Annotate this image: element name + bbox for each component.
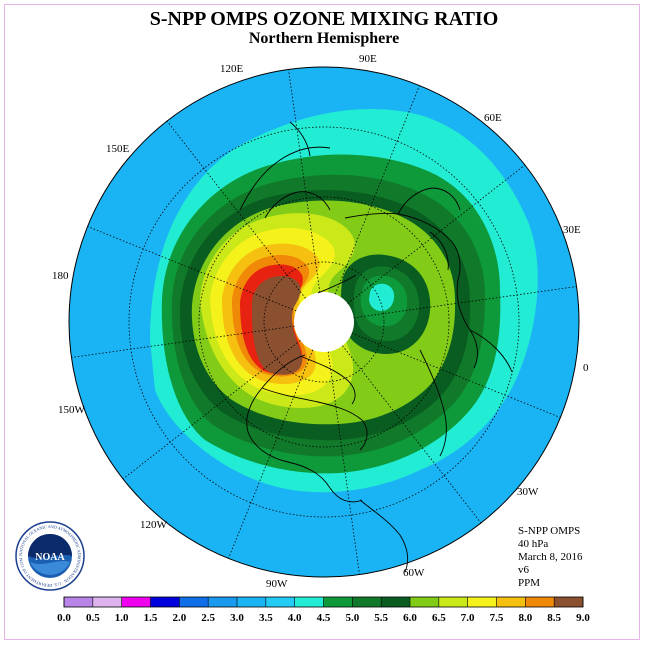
lon-label-150e: 150E bbox=[106, 143, 130, 155]
info-instrument: S-NPP OMPS bbox=[518, 525, 581, 537]
colorbar-swatch bbox=[265, 597, 295, 607]
info-block: S-NPP OMPS 40 hPa March 8, 2016 v6 PPM bbox=[518, 525, 582, 590]
meridian-line bbox=[327, 351, 360, 575]
lon-label-120e: 120E bbox=[220, 63, 244, 75]
noaa-logo: NOAA NATIONAL OCEANIC AND ATMOSPHERIC AD… bbox=[15, 521, 85, 591]
lon-label-0: 0 bbox=[583, 362, 589, 374]
colorbar-swatch bbox=[467, 597, 497, 607]
colorbar-swatch bbox=[352, 597, 382, 607]
lon-label-60e: 60E bbox=[484, 112, 502, 124]
meridian-line bbox=[347, 164, 526, 304]
colorbar-swatch bbox=[64, 597, 93, 607]
colorbar-swatch bbox=[208, 597, 237, 607]
colorbar-tick-label: 4.5 bbox=[317, 612, 331, 624]
meridian-line bbox=[71, 325, 295, 358]
colorbar-swatch bbox=[179, 597, 209, 607]
colorbar-tick-label: 2.0 bbox=[172, 612, 186, 624]
lon-label-90w: 90W bbox=[266, 578, 288, 590]
colorbar-tick-label: 6.0 bbox=[403, 612, 417, 624]
colorbar-tick-label: 1.0 bbox=[115, 612, 129, 624]
info-units: PPM bbox=[518, 577, 541, 589]
colorbar-tick-label: 8.5 bbox=[547, 612, 561, 624]
colorbar-swatch bbox=[496, 597, 526, 607]
colorbar-tick-label: 1.5 bbox=[144, 612, 158, 624]
colorbar-tick-label: 0.0 bbox=[57, 612, 71, 624]
colorbar-swatch bbox=[150, 597, 180, 607]
lon-label-90e: 90E bbox=[359, 53, 377, 65]
colorbar-swatch bbox=[438, 597, 468, 607]
colorbar-swatch bbox=[237, 597, 266, 607]
polar-night-gap bbox=[294, 292, 354, 352]
meridian-line bbox=[122, 340, 301, 480]
lon-label-150w: 150W bbox=[58, 404, 86, 416]
colorbar-swatch bbox=[323, 597, 353, 607]
graticule bbox=[128, 126, 520, 518]
meridian-line bbox=[342, 345, 482, 524]
contour-8.5 bbox=[251, 276, 303, 375]
colorbar-tick-label: 9.0 bbox=[576, 612, 590, 624]
meridian-line bbox=[353, 286, 577, 319]
colorbar-swatch bbox=[410, 597, 439, 607]
colorbar: 0.0 0.5 1.0 1.5 2.0 2.5 3.0 3.5 4.0 4.5 5.0 5.5 6.0 6… bbox=[57, 596, 590, 624]
colorbar-tick-label: 0.5 bbox=[86, 612, 100, 624]
figure-frame bbox=[4, 4, 640, 640]
colorbar-tick-label: 2.5 bbox=[201, 612, 215, 624]
colorbar-tick-label: 5.0 bbox=[345, 612, 359, 624]
meridian-line bbox=[166, 120, 306, 299]
meridian-line bbox=[334, 85, 420, 295]
colorbar-swatch bbox=[294, 597, 324, 607]
colorbar-swatch bbox=[381, 597, 410, 607]
longitude-labels: 90E 60E 30E 0 30W 60W 90W 120W 150W 180 … bbox=[52, 53, 589, 590]
colorbar-tick-label: 6.5 bbox=[432, 612, 446, 624]
meridian-line bbox=[288, 69, 321, 293]
colorbar-tick-label: 3.5 bbox=[259, 612, 273, 624]
colorbar-swatch bbox=[525, 597, 555, 607]
map-rim bbox=[68, 66, 580, 578]
info-date: March 8, 2016 bbox=[518, 551, 583, 563]
lon-label-60w: 60W bbox=[403, 567, 425, 579]
lon-label-30e: 30E bbox=[563, 224, 581, 236]
coastlines bbox=[239, 121, 513, 573]
colorbar-tick-label: 4.0 bbox=[288, 612, 302, 624]
lon-label-120w: 120W bbox=[140, 519, 168, 531]
page-title: S-NPP OMPS OZONE MIXING RATIO bbox=[149, 8, 499, 30]
colorbar-swatch bbox=[554, 597, 583, 607]
noaa-logo-text: NOAA bbox=[35, 552, 65, 563]
colorbar-tick-label: 3.0 bbox=[230, 612, 244, 624]
colorbar-tick-label: 7.5 bbox=[490, 612, 504, 624]
page-subtitle: Northern Hemisphere bbox=[248, 30, 400, 47]
colorbar-tick-label: 8.0 bbox=[518, 612, 532, 624]
colorbar-swatch bbox=[121, 597, 151, 607]
colorbar-tick-label: 7.0 bbox=[461, 612, 475, 624]
meridian-line bbox=[351, 332, 561, 418]
colorbar-swatch bbox=[92, 597, 122, 607]
info-level: 40 hPa bbox=[518, 538, 549, 550]
info-version: v6 bbox=[518, 564, 529, 576]
lon-label-180: 180 bbox=[52, 270, 69, 282]
meridian-line bbox=[228, 349, 314, 559]
lon-label-30w: 30W bbox=[517, 486, 539, 498]
colorbar-tick-label: 5.5 bbox=[374, 612, 388, 624]
meridian-line bbox=[87, 226, 297, 312]
meridians bbox=[71, 69, 577, 575]
